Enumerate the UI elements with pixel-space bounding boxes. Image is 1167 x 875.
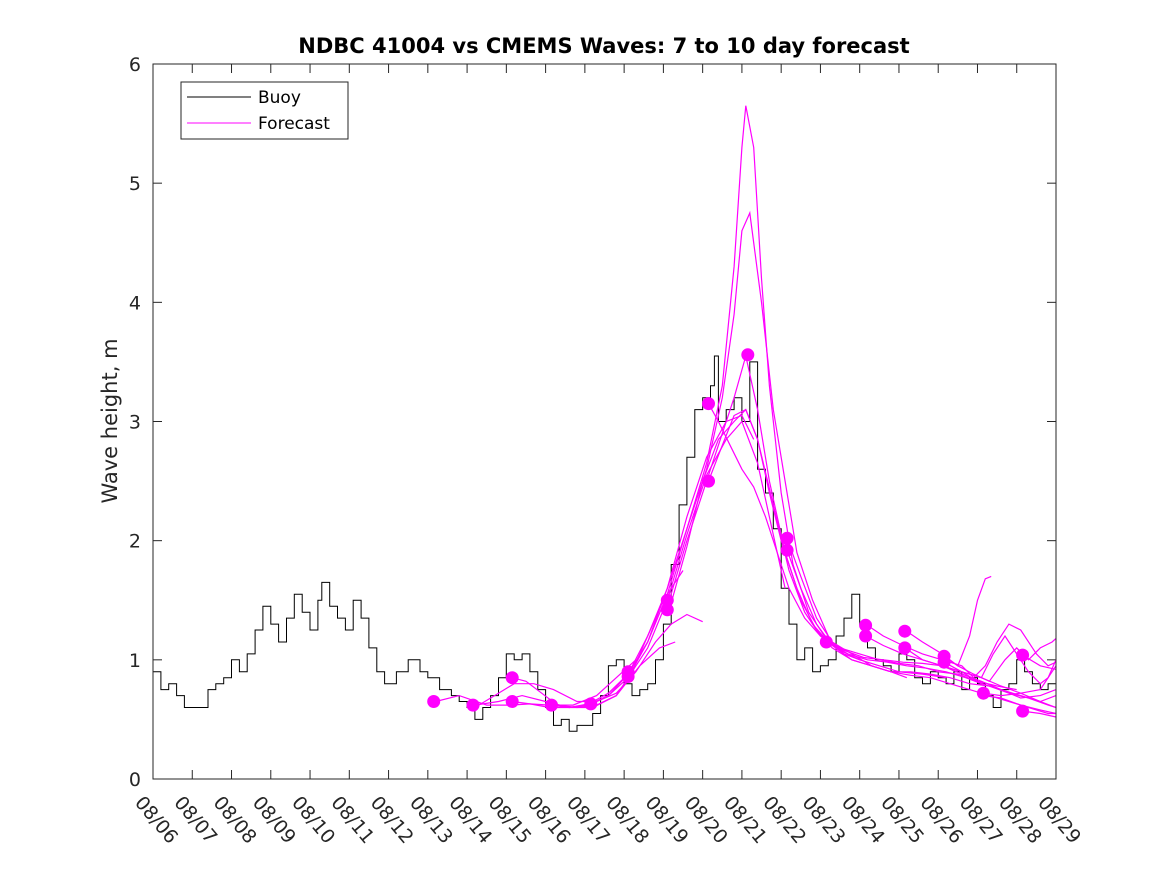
forecast-line-24 (1022, 654, 1057, 670)
y-tick-label: 6 (129, 54, 141, 76)
forecast-marker (976, 686, 990, 700)
forecast-line-7 (590, 210, 829, 705)
forecast-marker (427, 695, 441, 708)
legend-box (180, 81, 349, 140)
forecast-marker (1016, 648, 1030, 662)
y-tick-label: 4 (129, 292, 141, 314)
y-tick-label: 5 (129, 173, 141, 195)
forecast-marker (505, 695, 519, 708)
forecast-marker (937, 655, 951, 669)
forecast-marker (505, 671, 519, 685)
y-tick-label: 1 (129, 650, 141, 672)
y-axis-label: Wave height, m (98, 338, 122, 503)
forecast-marker (780, 531, 794, 545)
forecast-line-20 (943, 637, 1057, 683)
forecast-marker (660, 593, 674, 607)
forecast-marker (702, 397, 715, 411)
forecast-marker (1016, 704, 1030, 718)
forecast-marker (898, 641, 912, 655)
chart-title: NDBC 41004 vs CMEMS Waves: 7 to 10 day f… (298, 34, 909, 58)
forecast-line-19 (904, 647, 1057, 703)
forecast-marker (898, 624, 912, 638)
y-tick-label: 3 (129, 412, 141, 434)
forecast-line-22 (983, 665, 1057, 697)
legend-forecast-label: Forecast (258, 114, 330, 134)
forecast-line-8 (629, 105, 860, 675)
forecast-marker (545, 698, 558, 712)
y-tick-label: 2 (129, 531, 141, 553)
forecast-marker (741, 348, 755, 362)
forecast-line-10 (668, 408, 947, 679)
y-tick-label: 0 (129, 769, 141, 791)
forecast-marker (621, 670, 635, 683)
forecast-marker (859, 629, 873, 643)
legend: Buoy Forecast (180, 81, 349, 140)
axes-box (152, 63, 1057, 780)
forecast-marker (660, 603, 674, 617)
forecast-marker (780, 543, 794, 557)
forecast-marker (859, 618, 873, 632)
forecast-marker (584, 697, 598, 711)
forecast-marker (819, 635, 833, 649)
forecast-marker (466, 698, 480, 712)
forecast-line-21 (943, 661, 1057, 699)
legend-buoy-label: Buoy (258, 88, 301, 108)
forecast-marker (702, 474, 715, 488)
forecast-line-18 (904, 575, 992, 667)
